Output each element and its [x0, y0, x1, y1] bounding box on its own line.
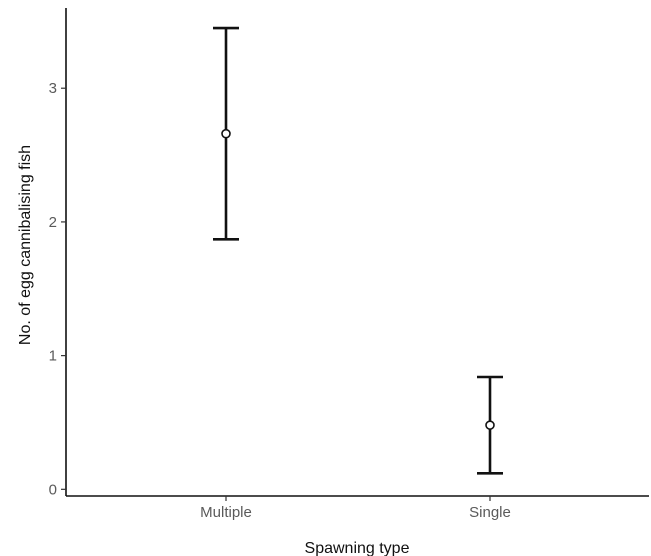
x-tick-label: Multiple [200, 504, 252, 521]
y-tick-label: 0 [49, 481, 57, 498]
y-tick-label: 2 [49, 214, 57, 231]
y-tick-label: 3 [49, 80, 57, 97]
y-tick-label: 1 [49, 348, 57, 365]
data-point-multiple [221, 128, 231, 139]
x-tick-label: Single [469, 504, 511, 521]
plot-area: 0 1 2 3 Multiple Single [49, 8, 649, 521]
x-axis-title: Spawning type [305, 540, 410, 556]
y-axis-title: No. of egg cannibalising fish [17, 145, 34, 345]
data-point-single [485, 420, 495, 430]
